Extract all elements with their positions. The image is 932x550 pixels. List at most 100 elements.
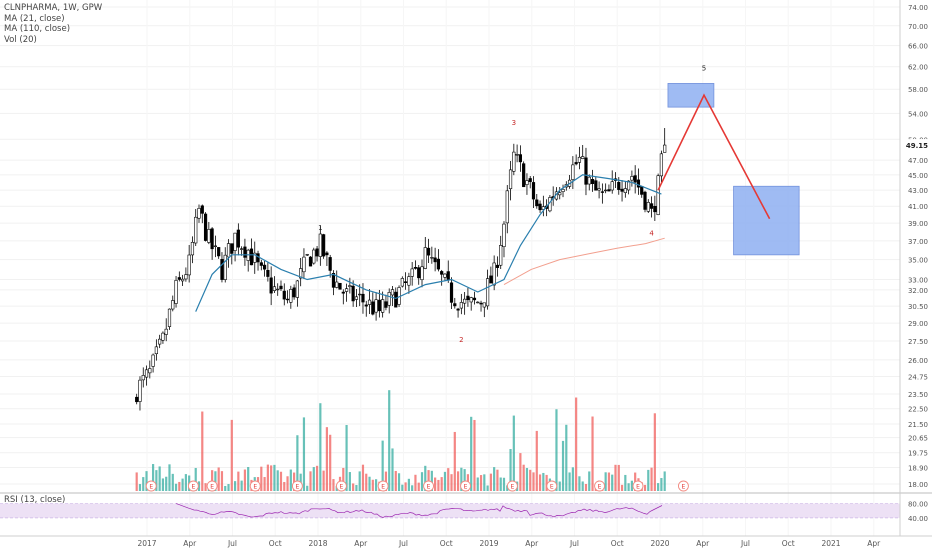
earnings-marker-glyph: E <box>427 484 431 491</box>
candle-body <box>640 185 644 195</box>
volume-bar <box>493 467 496 491</box>
time-tick-label: Oct <box>611 539 624 548</box>
volume-bar <box>447 468 450 491</box>
earnings-marker-glyph: E <box>295 484 299 491</box>
candle-body <box>469 297 473 303</box>
last-price-tag <box>902 139 930 152</box>
volume-bar <box>214 471 217 491</box>
candle-body <box>528 178 532 182</box>
volume-bar <box>614 464 617 491</box>
candle-body <box>322 234 326 257</box>
volume-bar <box>204 483 207 491</box>
volume-bar <box>647 469 650 491</box>
candle-body <box>584 157 588 185</box>
volume-bar <box>158 466 161 491</box>
volume-bar <box>430 470 433 491</box>
volume-bar <box>542 472 545 491</box>
projection-line[interactable] <box>657 93 771 220</box>
volume-bar <box>591 416 594 491</box>
candle-body <box>505 190 509 224</box>
price-tick-label: 35.00 <box>908 257 928 265</box>
volume-bar <box>630 480 633 491</box>
candle-body <box>499 245 503 266</box>
price-tick-label: 39.00 <box>908 220 928 228</box>
price-tick-label: 18.90 <box>908 465 928 473</box>
candle-body <box>400 278 404 287</box>
ma21-legend[interactable]: MA (21, close) <box>4 13 65 24</box>
price-axis[interactable]: 74.0070.0066.0062.0058.0054.0050.0047.00… <box>899 0 930 536</box>
volume-bar <box>489 473 492 491</box>
earnings-marker-glyph: E <box>598 484 602 491</box>
candle-body <box>581 156 585 159</box>
earnings-marker <box>377 480 389 492</box>
volume-bar <box>411 485 414 491</box>
volume-bar <box>391 448 394 491</box>
candle-body <box>627 180 631 191</box>
target-zones[interactable] <box>667 83 800 256</box>
candle-body <box>141 375 145 381</box>
price-tick-label: 21.50 <box>908 421 928 429</box>
price-tick-label: 37.00 <box>908 238 928 246</box>
earnings-marker-glyph: E <box>550 484 554 491</box>
candle-body <box>344 288 349 292</box>
candle-body <box>466 295 470 301</box>
price-tick-label: 62.00 <box>908 64 928 72</box>
candle-body <box>138 379 142 402</box>
earnings-marker-glyph: E <box>682 484 686 491</box>
volume-bar <box>525 467 529 491</box>
symbol-title[interactable]: CLNPHARMA, 1W, GPW <box>4 3 103 13</box>
volume-bar <box>142 477 145 491</box>
candle-body <box>449 282 454 303</box>
time-tick-label: Jul <box>569 539 579 548</box>
candle-body <box>597 188 601 191</box>
volume-bar <box>650 467 653 491</box>
candle-body <box>571 164 575 180</box>
candle-body <box>151 354 155 367</box>
candle-body <box>325 252 329 256</box>
volume-bar <box>224 485 227 491</box>
candle-body <box>623 188 627 193</box>
earnings-marker <box>335 480 347 492</box>
rsi-legend[interactable]: RSI (13, close) <box>4 495 66 505</box>
candle-body <box>361 293 365 303</box>
volume-bar <box>240 480 243 491</box>
volume-bar <box>151 464 155 491</box>
volume-bar <box>424 465 427 491</box>
candle-body <box>253 252 257 263</box>
volume-bar <box>663 471 666 491</box>
candle-body <box>220 259 224 280</box>
projection-path <box>657 93 771 220</box>
volume-bar <box>404 482 407 491</box>
ma110-legend[interactable]: MA (110, close) <box>4 24 71 34</box>
candle-body <box>535 199 539 207</box>
volume-bar <box>545 474 548 491</box>
candle-body <box>230 243 234 254</box>
volume-bar <box>309 471 312 491</box>
volume-bar <box>575 397 578 491</box>
volume-bar <box>247 467 250 491</box>
volume-bar <box>417 482 420 491</box>
volume-bar <box>342 467 345 491</box>
candle-body <box>492 262 496 286</box>
time-axis[interactable]: 2017 Apr Jul Oct 2018 Apr Jul Oct 2019 Apr Jul Oct 2… <box>0 535 932 548</box>
volume-bar <box>394 470 397 491</box>
moving-averages <box>195 174 665 312</box>
volume-bar <box>581 481 584 491</box>
candle-body <box>276 288 280 291</box>
volume-bar <box>407 478 410 491</box>
candle-body <box>213 245 218 247</box>
volume-bar <box>397 473 401 491</box>
candle-body <box>354 296 359 300</box>
vol-legend[interactable]: Vol (20) <box>4 34 37 45</box>
volume-bar <box>145 471 148 491</box>
candle-body <box>558 192 562 196</box>
earnings-marker-glyph: E <box>381 484 385 491</box>
candle-body <box>659 153 664 177</box>
volume-bar <box>653 413 656 491</box>
time-tick-label: Apr <box>354 539 368 548</box>
volume-bar <box>414 474 417 491</box>
candle-body <box>233 232 237 251</box>
volume-bar <box>450 474 453 491</box>
